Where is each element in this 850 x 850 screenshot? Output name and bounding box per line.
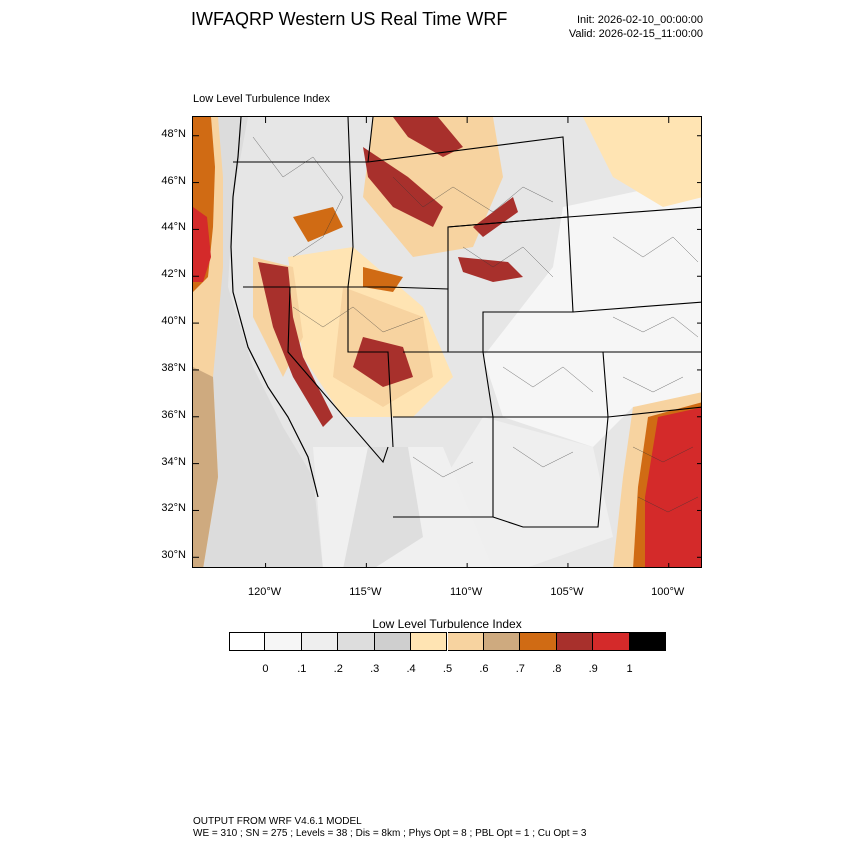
turbulence-field-map xyxy=(193,117,701,567)
lat-tick-label: 38°N xyxy=(161,361,186,374)
lat-tick-label: 42°N xyxy=(161,268,186,281)
state-boundaries xyxy=(233,117,701,528)
lon-tick-label: 110°W xyxy=(449,586,483,598)
lat-tick-label: 30°N xyxy=(161,549,186,562)
lat-tick-label: 34°N xyxy=(161,455,186,468)
coastline xyxy=(230,117,319,498)
lat-tick-label: 40°N xyxy=(161,315,186,328)
valid-time: Valid: 2026-02-15_11:00:00 xyxy=(568,28,703,40)
map-axes xyxy=(193,117,701,567)
lon-tick-label: 115°W xyxy=(349,586,382,598)
colorbar-label: .6 xyxy=(479,663,489,675)
colorbar-label: .5 xyxy=(442,663,453,675)
lat-tick-label: 32°N xyxy=(161,502,186,515)
colorbar-swatch xyxy=(229,632,266,651)
colorbar-label: .1 xyxy=(297,663,307,675)
colorbar-label: .8 xyxy=(552,663,562,675)
colorbar-label: 0 xyxy=(262,663,269,675)
colorbar-swatch xyxy=(556,632,594,651)
lat-tick-label: 44°N xyxy=(161,221,186,234)
lon-tick-label: 100°W xyxy=(651,586,685,598)
colorbar-label: .3 xyxy=(370,663,380,675)
colorbar-swatch xyxy=(411,632,448,651)
colorbar-swatch xyxy=(593,632,630,651)
colorbar-swatch xyxy=(447,632,484,651)
init-time: Init: 2026-02-10_00:00:00 xyxy=(577,14,703,26)
lat-tick-label: 36°N xyxy=(161,408,186,421)
colorbar-swatch xyxy=(265,632,302,651)
lon-tick-label: 105°W xyxy=(550,586,584,598)
map-frame xyxy=(192,116,702,568)
colorbar-swatch xyxy=(629,632,666,651)
colorbar-swatch xyxy=(301,632,339,651)
map-title: Low Level Turbulence Index xyxy=(193,93,330,105)
colorbar-swatch xyxy=(338,632,375,651)
colorbar-swatch xyxy=(483,632,521,651)
county-boundaries xyxy=(252,136,699,513)
colorbar-label: .2 xyxy=(333,663,343,675)
lon-tick-label: 120°W xyxy=(247,586,282,598)
colorbar-swatch xyxy=(374,632,412,651)
colorbar-label: .7 xyxy=(515,663,525,675)
lat-tick-label: 46°N xyxy=(161,174,186,187)
tick-marks xyxy=(193,117,701,567)
colorbar-label: 1 xyxy=(626,663,633,675)
colorbar-swatch xyxy=(520,632,557,651)
colorbar-label: .4 xyxy=(406,663,416,675)
model-info-line-2: WE = 310 ; SN = 275 ; Levels = 38 ; Dis … xyxy=(193,828,587,839)
model-info-line-1: OUTPUT FROM WRF V4.6.1 MODEL xyxy=(193,816,362,827)
lat-tick-label: 48°N xyxy=(161,127,186,140)
colorbar-title: Low Level Turbulence Index xyxy=(372,617,522,631)
colorbar-label: .9 xyxy=(588,663,598,675)
main-title: IWFAQRP Western US Real Time WRF xyxy=(191,9,508,29)
